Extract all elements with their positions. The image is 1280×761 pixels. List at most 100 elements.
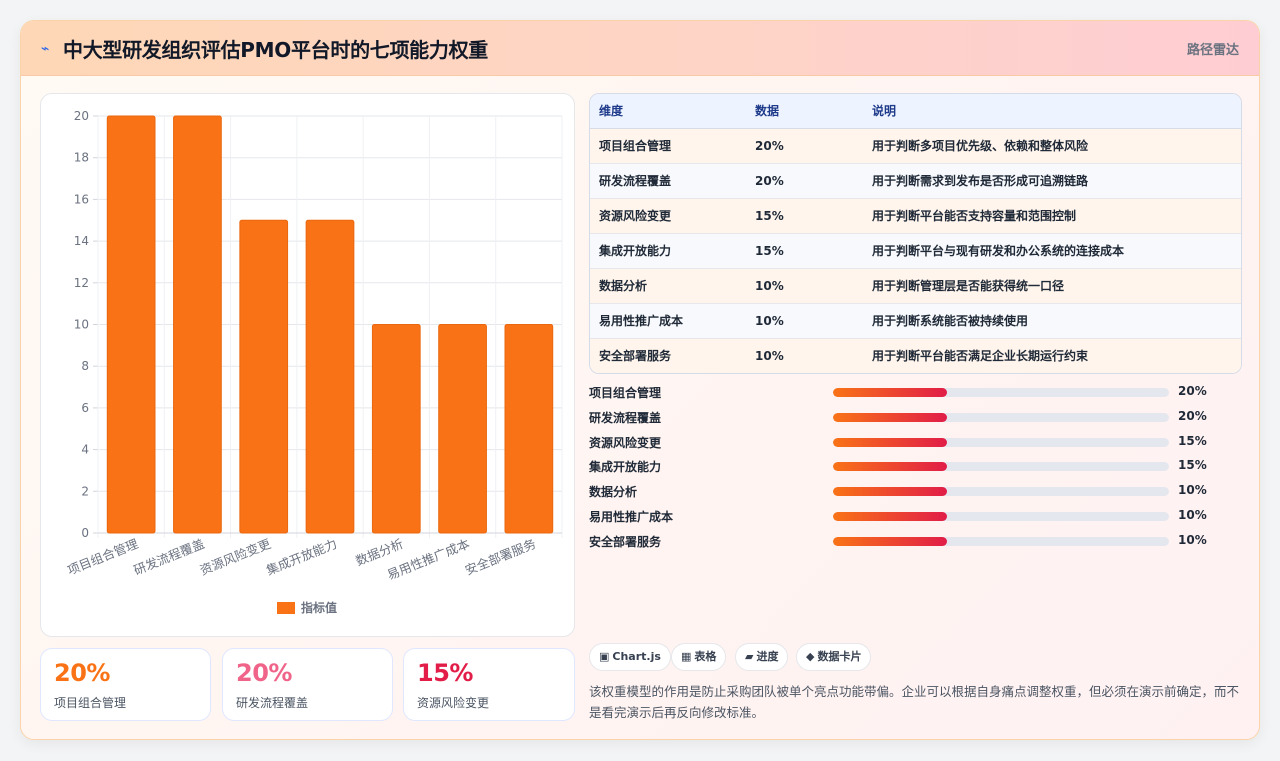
table-cell: 10% bbox=[755, 313, 784, 328]
table-header-cell: 数据 bbox=[746, 94, 863, 129]
progress-track bbox=[833, 536, 1169, 546]
table-cell: 资源风险变更 bbox=[599, 209, 672, 223]
chip-label: 数据卡片 bbox=[817, 650, 862, 663]
progress-value: 10% bbox=[1178, 532, 1207, 547]
table-header-cell: 说明 bbox=[863, 94, 1241, 129]
progress-row: 易用性推广成本 10% bbox=[589, 505, 1249, 530]
progress-row: 安全部署服务 10% bbox=[589, 530, 1249, 555]
progress-track bbox=[833, 487, 1169, 497]
table-row: 数据分析 10% 用于判断管理层是否能获得统一口径 bbox=[590, 268, 1241, 303]
chip-1: ▣ Chart.js bbox=[589, 643, 671, 671]
chip-label: 进度 bbox=[756, 650, 779, 663]
legend-label[interactable]: 指标值 bbox=[301, 600, 337, 615]
progress-fill bbox=[833, 462, 948, 472]
progress-row: 数据分析 10% bbox=[589, 480, 1249, 505]
table-cell: 易用性推广成本 bbox=[599, 314, 684, 328]
stat-value: 20% bbox=[54, 659, 110, 687]
table-cell: 用于判断管理层是否能获得统一口径 bbox=[872, 279, 1065, 293]
bar[interactable] bbox=[305, 219, 355, 534]
y-tick-label: 8 bbox=[81, 359, 89, 373]
progress-label: 资源风险变更 bbox=[589, 435, 662, 450]
page-title: 中大型研发组织评估PMO平台时的七项能力权重 bbox=[63, 38, 488, 62]
y-tick-label: 2 bbox=[81, 484, 89, 498]
table-cell: 用于判断平台能否满足企业长期运行约束 bbox=[872, 349, 1089, 364]
legend-swatch[interactable] bbox=[277, 602, 295, 614]
progress-value: 10% bbox=[1178, 507, 1207, 522]
weight-table-container: 维度 数据 说明 项目组合管理 20% 用于判断多项目优先级、依赖和整体风险 研发流程… bbox=[589, 93, 1242, 374]
progress-fill bbox=[833, 536, 948, 546]
table-cell: 集成开放能力 bbox=[599, 244, 672, 258]
stat-card-2: 20% 研发流程覆盖 bbox=[222, 648, 393, 721]
y-tick-label: 12 bbox=[74, 276, 89, 290]
x-tick-label: 项目组合管理 bbox=[65, 536, 141, 578]
table-cell: 20% bbox=[755, 138, 784, 153]
table-row: 安全部署服务 10% 用于判断平台能否满足企业长期运行约束 bbox=[590, 338, 1241, 373]
progress-value: 20% bbox=[1178, 408, 1207, 423]
chip-2: ▦ 表格 bbox=[671, 643, 727, 671]
progress-value: 15% bbox=[1178, 433, 1207, 448]
bar[interactable] bbox=[239, 219, 289, 534]
progress-fill bbox=[833, 412, 948, 422]
table-cell: 数据分析 bbox=[599, 279, 648, 293]
x-tick-label: 集成开放能力 bbox=[264, 536, 339, 578]
progress-label: 数据分析 bbox=[589, 485, 638, 500]
table-header-row: 维度 数据 说明 bbox=[590, 94, 1241, 129]
bar[interactable] bbox=[173, 115, 222, 534]
dashboard-card: ⌁ 中大型研发组织评估PMO平台时的七项能力权重 路径雷达 0 2 4 6 8 10 12 1… bbox=[20, 20, 1260, 740]
progress-value: 20% bbox=[1178, 384, 1207, 398]
progress-value: 15% bbox=[1178, 458, 1207, 473]
bar[interactable] bbox=[371, 324, 421, 534]
stat-label: 研发流程覆盖 bbox=[236, 696, 309, 710]
progress-track bbox=[833, 462, 1169, 472]
progress-label: 安全部署服务 bbox=[589, 534, 662, 549]
header-tag: 路径雷达 bbox=[1186, 43, 1239, 58]
chip-label: 表格 bbox=[694, 650, 717, 663]
progress-row: 资源风险变更 15% bbox=[589, 431, 1249, 456]
weight-table: 维度 数据 说明 项目组合管理 20% 用于判断多项目优先级、依赖和整体风险 研发流程… bbox=[590, 94, 1241, 373]
table-cell: 15% bbox=[755, 243, 784, 258]
stat-card-3: 15% 资源风险变更 bbox=[403, 648, 575, 721]
progress-row: 集成开放能力 15% bbox=[589, 455, 1249, 480]
stat-value: 20% bbox=[236, 659, 292, 687]
progress-label: 易用性推广成本 bbox=[589, 509, 674, 524]
stat-card-1: 20% 项目组合管理 bbox=[40, 648, 211, 721]
progress-fill bbox=[833, 511, 948, 521]
table-header-cell: 维度 bbox=[590, 94, 746, 129]
progress-track bbox=[833, 412, 1169, 422]
table-cell: 10% bbox=[755, 278, 784, 293]
y-tick-label: 20 bbox=[74, 109, 89, 123]
y-tick-label: 18 bbox=[74, 151, 89, 165]
bar[interactable] bbox=[438, 324, 487, 534]
chart-icon: ▣ bbox=[599, 650, 610, 663]
y-tick-label: 0 bbox=[81, 526, 89, 540]
bar-chart-panel: 0 2 4 6 8 10 12 14 16 18 20 项目组合管理 研发流程覆盖 资源风险变更 集成开放能… bbox=[40, 93, 575, 637]
x-tick-label: 研发流程覆盖 bbox=[131, 536, 206, 578]
progress-label: 集成开放能力 bbox=[589, 460, 662, 475]
bar[interactable] bbox=[504, 324, 554, 534]
progress-label: 研发流程覆盖 bbox=[589, 410, 662, 425]
progress-row: 研发流程覆盖 20% bbox=[589, 406, 1249, 431]
x-tick-label: 资源风险变更 bbox=[198, 536, 274, 578]
table-row: 集成开放能力 15% 用于判断平台与现有研发和办公系统的连接成本 bbox=[590, 233, 1241, 268]
table-cell: 15% bbox=[755, 208, 784, 223]
progress-icon: ▰ bbox=[745, 650, 754, 663]
chip-label: Chart.js bbox=[612, 650, 661, 663]
y-tick-label: 14 bbox=[74, 234, 89, 248]
progress-track bbox=[833, 511, 1169, 521]
progress-track bbox=[833, 388, 1169, 397]
progress-value: 10% bbox=[1178, 483, 1207, 498]
table-cell: 研发流程覆盖 bbox=[599, 174, 672, 188]
progress-fill bbox=[833, 437, 948, 447]
y-tick-label: 16 bbox=[74, 192, 89, 206]
header-bar: ⌁ 中大型研发组织评估PMO平台时的七项能力权重 路径雷达 bbox=[21, 21, 1259, 76]
table-cell: 安全部署服务 bbox=[599, 349, 672, 364]
progress-row: 项目组合管理 20% bbox=[589, 381, 1249, 406]
table-cell: 20% bbox=[755, 173, 784, 188]
table-row: 资源风险变更 15% 用于判断平台能否支持容量和范围控制 bbox=[590, 198, 1241, 233]
table-cell: 10% bbox=[755, 348, 784, 363]
progress-track bbox=[833, 437, 1169, 447]
table-cell: 用于判断系统能否被持续使用 bbox=[872, 314, 1029, 328]
y-tick-label: 6 bbox=[81, 401, 89, 415]
bar[interactable] bbox=[106, 115, 156, 534]
table-cell: 用于判断平台能否支持容量和范围控制 bbox=[872, 209, 1077, 223]
